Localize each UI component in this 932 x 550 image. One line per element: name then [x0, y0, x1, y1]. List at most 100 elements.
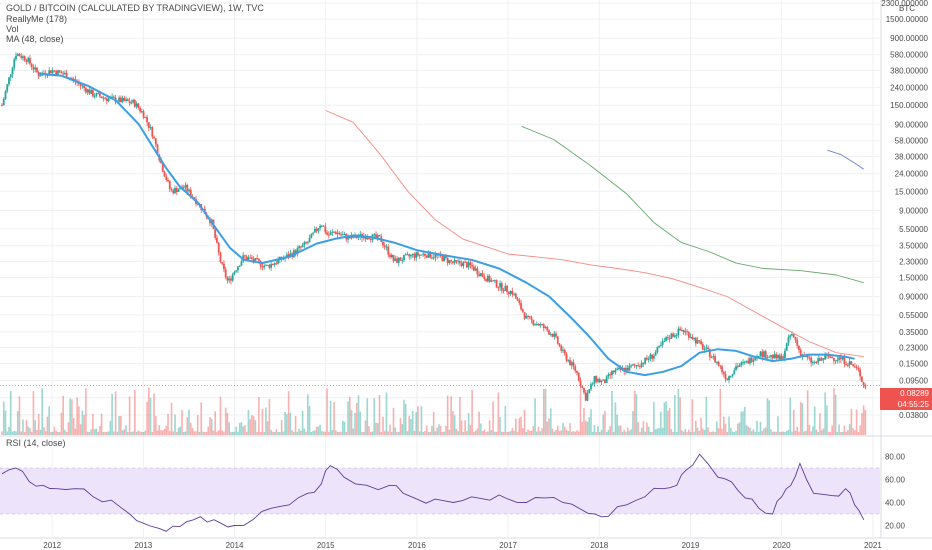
volume-bar	[462, 431, 465, 435]
candle-body	[652, 355, 655, 359]
volume-bar	[181, 410, 183, 435]
volume-bar	[677, 389, 680, 435]
candle-body	[310, 233, 313, 239]
candle-body	[266, 264, 269, 266]
volume-bar	[633, 390, 636, 435]
volume-bar	[452, 411, 454, 435]
volume-bar	[273, 432, 276, 435]
volume-bar	[684, 428, 687, 435]
volume-bar	[625, 431, 627, 435]
candle-body	[30, 63, 33, 68]
volume-bar	[784, 431, 786, 435]
volume-bar	[656, 428, 659, 435]
volume-bar	[175, 431, 178, 435]
volume-bar	[845, 431, 847, 435]
volume-bar	[168, 431, 171, 435]
volume-bar	[852, 428, 854, 435]
candle-body	[595, 376, 598, 382]
volume-bar	[44, 431, 47, 435]
volume-bar	[722, 416, 725, 435]
volume-bar	[18, 396, 21, 435]
volume-bar	[522, 428, 524, 435]
candle-body	[607, 374, 610, 377]
candle-body	[240, 261, 243, 266]
volume-bar	[223, 431, 225, 435]
volume-bar	[355, 402, 358, 435]
volume-bar	[265, 407, 267, 435]
volume-bar	[467, 413, 470, 435]
volume-bar	[586, 421, 589, 435]
candle-body	[572, 362, 575, 367]
candle-body	[464, 261, 467, 263]
candle-body	[50, 70, 52, 74]
candle-body	[722, 371, 725, 375]
candle-body	[254, 258, 257, 261]
volume-bar	[404, 403, 407, 435]
indicator-lines	[0, 72, 880, 386]
volume-bar	[567, 430, 570, 435]
volume-bar	[591, 431, 594, 435]
indicator-ma-label[interactable]: MA (48, close)	[6, 34, 64, 44]
candle-body	[431, 257, 433, 259]
candle-body	[231, 274, 234, 281]
candle-body	[562, 349, 564, 351]
candle-body	[864, 385, 867, 388]
volume-bar	[466, 431, 468, 435]
volume-bar	[170, 402, 173, 435]
rsi-label[interactable]: RSI (14, close)	[6, 438, 66, 448]
volume-bar	[805, 430, 807, 435]
volume-bar	[132, 431, 134, 435]
volume-bar	[600, 430, 603, 435]
volume-bar	[740, 411, 743, 435]
candle-body	[8, 77, 10, 85]
volume-bar	[177, 427, 180, 435]
volume-bar	[588, 417, 591, 435]
candle-body	[457, 261, 460, 263]
volume-bar	[51, 431, 54, 435]
volume-bar	[481, 431, 484, 435]
volume-bar	[58, 431, 61, 435]
volume-bar	[612, 431, 615, 435]
candle-body	[411, 253, 414, 255]
volume-bar	[817, 431, 819, 435]
volume-bar	[317, 426, 320, 435]
volume-bar	[691, 399, 694, 435]
candle-body	[485, 279, 488, 282]
candle-body	[476, 268, 479, 275]
candle-body	[327, 234, 330, 236]
candle-body	[341, 234, 344, 236]
volume-bar	[583, 407, 585, 435]
volume-bar	[120, 415, 122, 435]
candle-body	[125, 99, 127, 101]
volume-bar	[202, 431, 204, 435]
candle-body	[441, 255, 444, 262]
candle-body	[736, 366, 739, 368]
volume-bar	[474, 430, 477, 435]
indicator-vol-label[interactable]: Vol	[6, 24, 19, 34]
candle-body	[763, 351, 765, 357]
volume-bar	[833, 388, 835, 435]
volume-bar	[721, 428, 723, 435]
candle-body	[95, 93, 98, 97]
x-tick-label: 2014	[226, 541, 244, 550]
volume-bar	[857, 431, 860, 435]
volume-bar	[558, 431, 561, 435]
volume-bar	[782, 431, 785, 435]
indicator-reallyme-label[interactable]: ReallyMe (178)	[6, 14, 68, 24]
volume-bar	[822, 428, 825, 435]
candle-body	[862, 382, 865, 386]
candle-body	[530, 317, 533, 320]
candle-body	[661, 341, 664, 345]
candle-body	[189, 189, 192, 197]
rsi-tick-label: 80.00	[885, 453, 906, 462]
candle-body	[465, 262, 468, 268]
candle-body	[224, 269, 227, 278]
candle-body	[731, 374, 734, 376]
volume-bar	[23, 431, 26, 435]
x-tick-label: 2016	[408, 541, 426, 550]
candle-body	[436, 254, 439, 256]
volume-bar	[413, 431, 416, 435]
volume-bar	[102, 431, 105, 435]
volume-bar	[364, 420, 367, 435]
volume-bar	[791, 431, 793, 435]
